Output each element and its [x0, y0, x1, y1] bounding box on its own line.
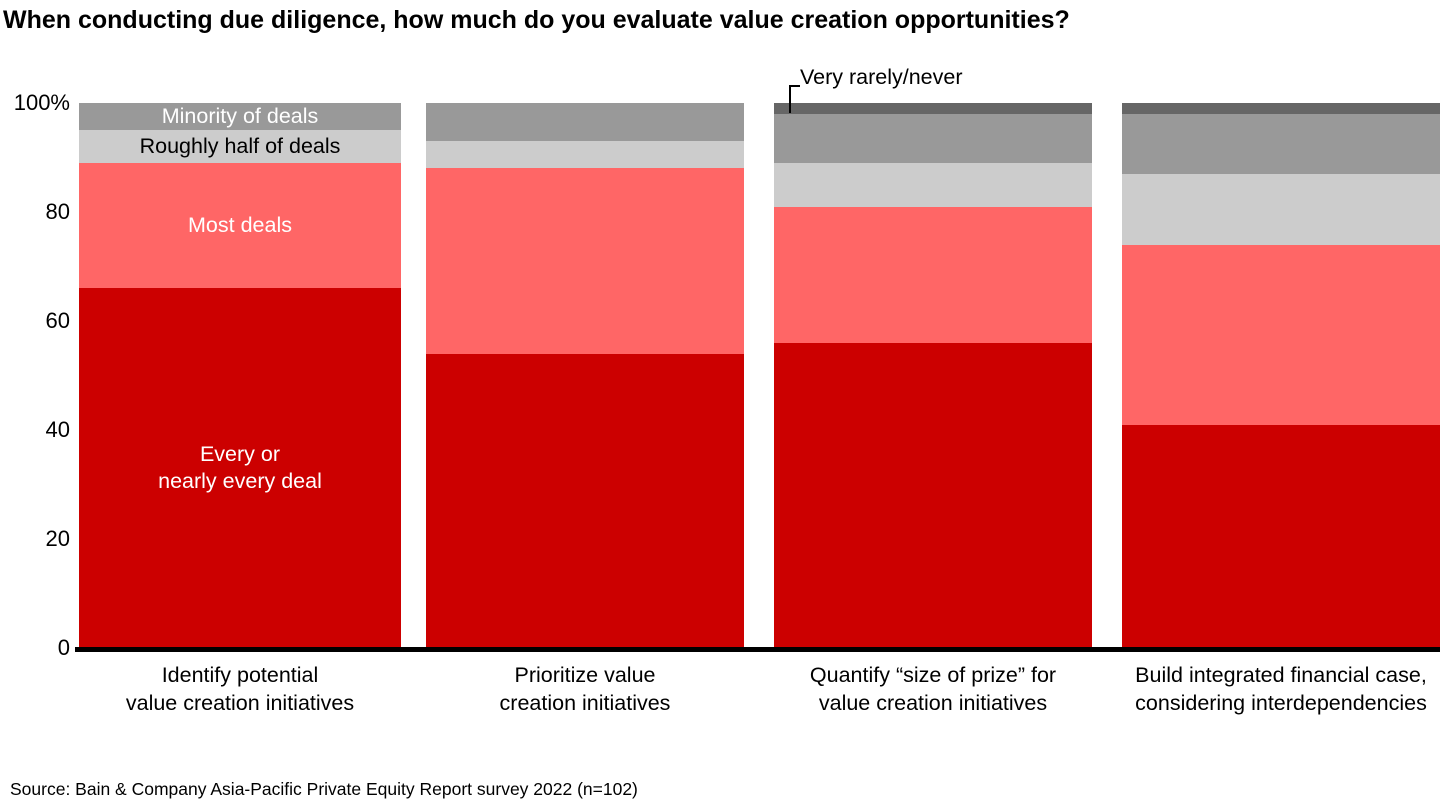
x-axis-line — [75, 647, 1440, 652]
stacked-bar-2 — [426, 103, 744, 648]
y-axis-tick-label-20: 20 — [45, 526, 70, 551]
category-label-4: Build integrated financial case, conside… — [1135, 663, 1427, 715]
segment-roughly-half-of-deals — [426, 141, 744, 169]
category-label-2: Prioritize value creation initiatives — [499, 663, 671, 715]
segment-roughly-half-of-deals — [774, 162, 1092, 207]
segment-very-rarely-never — [1122, 103, 1440, 114]
segment-label-roughly-half-of-deals: Roughly half of deals — [139, 134, 341, 159]
segment-minority-of-deals — [1122, 113, 1440, 174]
y-axis-tick-label-100: 100% — [13, 90, 70, 115]
segment-label-minority-of-deals: Minority of deals — [161, 104, 319, 129]
y-axis-tick-label-80: 80 — [45, 199, 70, 224]
segment-minority-of-deals — [774, 113, 1092, 163]
annotation-very-rarely-never: Very rarely/never — [800, 65, 963, 89]
segment-minority-of-deals — [426, 103, 744, 142]
annotation-connector-line — [789, 85, 800, 113]
source-note: Source: Bain & Company Asia-Pacific Priv… — [10, 779, 638, 799]
segment-label-every-or-nearly-every-deal: Every or nearly every deal — [158, 442, 322, 494]
category-label-1: Identify potential value creation initia… — [125, 663, 355, 715]
segment-roughly-half-of-deals: Roughly half of deals — [79, 130, 401, 163]
segment-roughly-half-of-deals — [1122, 173, 1440, 245]
category-label-3: Quantify “size of prize” for value creat… — [809, 663, 1057, 715]
segment-very-rarely-never — [774, 103, 1092, 114]
segment-most-deals — [774, 206, 1092, 343]
segment-most-deals: Most deals — [79, 162, 401, 289]
segment-minority-of-deals: Minority of deals — [79, 103, 401, 131]
segment-label-most-deals: Most deals — [188, 213, 292, 238]
segment-most-deals — [426, 168, 744, 354]
stacked-bar-1: Minority of deals Roughly half of deals Mo… — [79, 103, 401, 648]
y-axis-tick-label-0: 0 — [57, 635, 70, 660]
segment-every-or-nearly-every-deal: Every or nearly every deal — [79, 288, 401, 648]
segment-every-or-nearly-every-deal — [426, 353, 744, 648]
segment-most-deals — [1122, 244, 1440, 425]
stacked-bar-3 — [774, 103, 1092, 648]
chart-title: When conducting due diligence, how much … — [3, 6, 1070, 34]
stacked-bar-4 — [1122, 103, 1440, 648]
segment-every-or-nearly-every-deal — [774, 342, 1092, 648]
segment-every-or-nearly-every-deal — [1122, 424, 1440, 648]
y-axis-tick-label-60: 60 — [45, 308, 70, 333]
y-axis-tick-label-40: 40 — [45, 417, 70, 442]
